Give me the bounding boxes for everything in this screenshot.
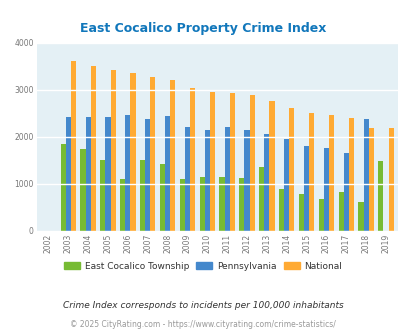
Bar	[219, 178, 224, 231]
Bar	[150, 77, 155, 231]
Bar	[199, 177, 204, 231]
Legend: East Cocalico Township, Pennsylvania, National: East Cocalico Township, Pennsylvania, Na…	[60, 258, 345, 274]
Bar	[224, 127, 229, 231]
Bar	[105, 117, 110, 231]
Bar	[362, 119, 368, 231]
Text: © 2025 CityRating.com - https://www.cityrating.com/crime-statistics/: © 2025 CityRating.com - https://www.city…	[70, 320, 335, 329]
Bar	[239, 178, 244, 231]
Text: Crime Index corresponds to incidents per 100,000 inhabitants: Crime Index corresponds to incidents per…	[62, 301, 343, 310]
Bar	[289, 108, 294, 231]
Bar	[145, 119, 150, 231]
Bar	[388, 128, 393, 231]
Bar	[278, 189, 284, 231]
Bar	[85, 117, 90, 231]
Bar	[209, 92, 215, 231]
Bar	[100, 159, 105, 231]
Bar	[358, 202, 362, 231]
Bar	[110, 70, 115, 231]
Bar	[308, 113, 313, 231]
Bar	[184, 127, 190, 231]
Bar	[190, 87, 195, 231]
Bar	[269, 101, 274, 231]
Bar	[66, 117, 71, 231]
Text: East Cocalico Property Crime Index: East Cocalico Property Crime Index	[80, 22, 325, 35]
Bar	[80, 149, 85, 231]
Bar	[164, 116, 170, 231]
Bar	[343, 153, 348, 231]
Bar	[60, 145, 66, 231]
Bar	[179, 179, 184, 231]
Bar	[71, 61, 76, 231]
Bar	[170, 80, 175, 231]
Bar	[348, 118, 353, 231]
Bar	[204, 130, 209, 231]
Bar	[249, 95, 254, 231]
Bar	[160, 164, 164, 231]
Bar	[318, 199, 323, 231]
Bar	[90, 66, 96, 231]
Bar	[120, 179, 125, 231]
Bar	[303, 146, 308, 231]
Bar	[130, 73, 135, 231]
Bar	[338, 192, 343, 231]
Bar	[328, 115, 333, 231]
Bar	[125, 115, 130, 231]
Bar	[377, 161, 382, 231]
Bar	[140, 159, 145, 231]
Bar	[284, 139, 289, 231]
Bar	[323, 148, 328, 231]
Bar	[258, 167, 264, 231]
Bar	[244, 130, 249, 231]
Bar	[298, 194, 303, 231]
Bar	[229, 93, 234, 231]
Bar	[264, 134, 269, 231]
Bar	[368, 128, 373, 231]
